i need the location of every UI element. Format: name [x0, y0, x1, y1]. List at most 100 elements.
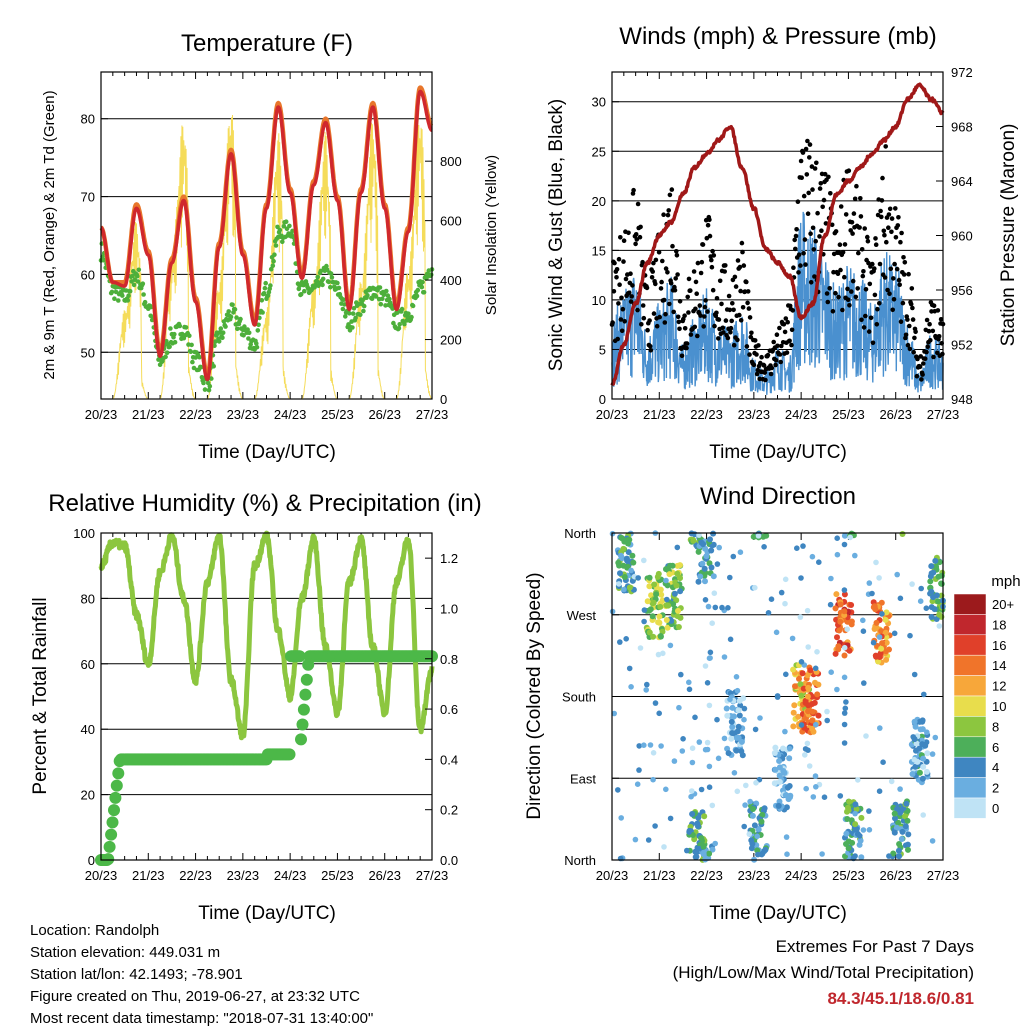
gust-point	[831, 269, 836, 275]
direction-point	[878, 628, 885, 634]
gust-point	[641, 315, 647, 321]
direction-point	[729, 724, 736, 730]
gust-point	[614, 275, 619, 280]
y-tick-label: 60	[81, 657, 95, 672]
gust-point	[935, 308, 941, 313]
direction-point	[700, 849, 707, 856]
plot-frame	[100, 71, 433, 400]
direction-point	[924, 750, 931, 757]
direction-point	[653, 591, 660, 598]
gust-point	[723, 318, 729, 323]
gust-point	[739, 240, 745, 246]
gust-point	[899, 230, 904, 236]
dewpoint-point	[406, 311, 411, 317]
gust-point	[838, 204, 844, 209]
direction-point	[680, 736, 686, 742]
gust-point	[661, 212, 666, 217]
gust-point	[741, 263, 747, 268]
gust-point	[810, 187, 815, 192]
dewpoint-point	[361, 303, 367, 309]
gust-point	[651, 311, 657, 316]
gust-point	[693, 279, 699, 285]
gust-point	[712, 323, 717, 329]
gust-point	[633, 232, 639, 237]
dewpoint-point	[402, 321, 407, 327]
gust-point	[728, 330, 733, 335]
gust-point	[670, 243, 675, 249]
gust-point	[846, 168, 852, 173]
direction-point	[911, 718, 918, 725]
direction-point	[721, 735, 728, 742]
direction-point	[655, 651, 662, 658]
dewpoint-point	[127, 288, 133, 294]
gust-point	[811, 247, 817, 252]
dewpoint-point	[380, 296, 385, 302]
direction-point	[701, 813, 708, 820]
dewpoint-point	[419, 284, 425, 290]
x-tick-label: 25/23	[321, 868, 354, 883]
direction-point	[674, 544, 681, 551]
direction-point	[618, 815, 624, 821]
direction-point	[671, 758, 678, 764]
dewpoint-point	[197, 354, 202, 360]
direction-point	[727, 696, 733, 703]
direction-point	[646, 607, 653, 614]
figure-created: Figure created on Thu, 2019-06-27, at 23…	[30, 988, 360, 1005]
gust-point	[698, 313, 703, 318]
direction-point	[795, 713, 802, 720]
gust-point	[820, 204, 825, 210]
station-info: Location: Randolph Station elevation: 44…	[30, 920, 373, 1030]
dewpoint-point	[350, 311, 356, 316]
direction-point	[919, 741, 926, 748]
gust-point	[861, 325, 867, 330]
gust-point	[692, 324, 698, 330]
y-tick-label: 80	[81, 112, 95, 127]
direction-point	[646, 583, 653, 590]
gust-point	[688, 288, 693, 293]
direction-point	[775, 802, 782, 809]
gust-point	[663, 311, 668, 317]
gust-point	[729, 318, 734, 324]
direction-point	[848, 602, 855, 608]
gust-point	[710, 248, 715, 254]
gust-point	[726, 293, 732, 299]
gust-point	[837, 242, 843, 247]
gust-point	[668, 280, 674, 286]
direction-point	[834, 535, 840, 541]
dewpoint-point	[302, 288, 307, 294]
direction-point	[797, 681, 804, 688]
direction-point	[904, 817, 911, 824]
direction-point	[734, 788, 741, 795]
gust-point	[686, 276, 692, 282]
gust-point	[860, 273, 866, 279]
gust-point	[901, 272, 907, 277]
direction-point	[759, 811, 766, 818]
gust-point	[850, 278, 856, 284]
dewpoint-point	[177, 323, 183, 329]
gust-point	[856, 250, 861, 256]
direction-point	[910, 734, 916, 740]
dewpoint-point	[270, 263, 276, 269]
direction-point	[849, 839, 856, 846]
gust-point	[740, 249, 745, 255]
x-tick-label: 24/23	[785, 868, 818, 883]
gust-point	[702, 314, 707, 319]
gust-point	[676, 319, 682, 325]
dewpoint-point	[280, 239, 285, 245]
dewpoint-point	[369, 296, 375, 302]
gust-point	[819, 228, 824, 233]
dewpoint-point	[213, 339, 218, 344]
direction-point	[852, 821, 859, 828]
gust-point	[707, 233, 713, 239]
y-tick-label: 100	[73, 526, 95, 541]
direction-point	[933, 564, 939, 571]
gust-point	[744, 279, 749, 285]
x-tick-label: 20/23	[596, 407, 629, 422]
dewpoint-point	[218, 326, 224, 331]
direction-point	[912, 763, 919, 770]
dewpoint-point	[328, 284, 333, 290]
direction-point	[757, 715, 763, 721]
dewpoint-point	[202, 387, 208, 392]
y-tick-label: South	[562, 690, 596, 705]
